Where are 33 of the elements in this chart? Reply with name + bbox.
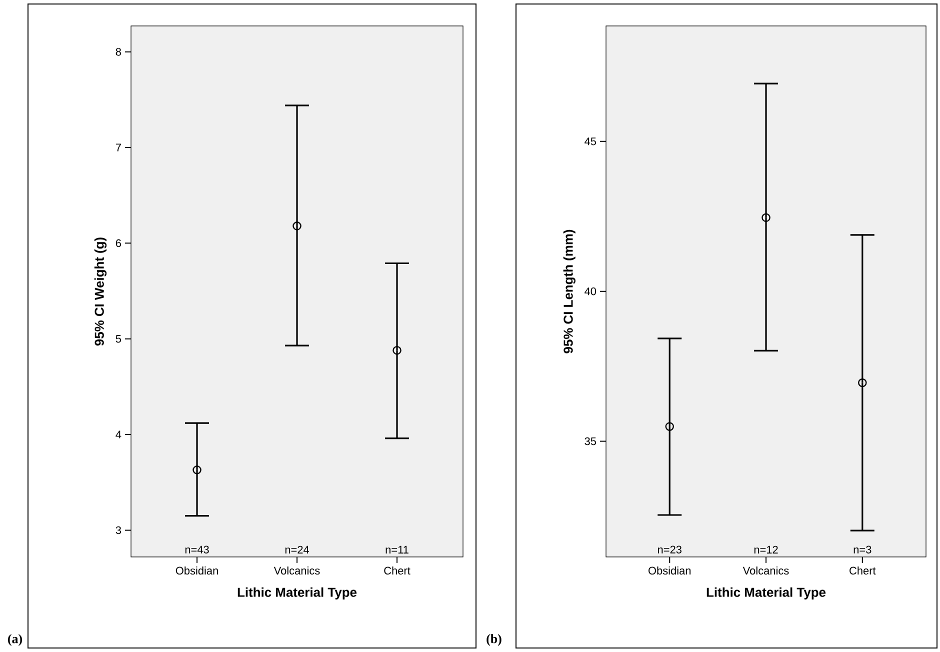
- annotation: n=3: [854, 546, 872, 554]
- annotation: n=23: [658, 546, 682, 554]
- y-tick-label: 7: [116, 144, 121, 152]
- point: [665, 422, 674, 431]
- x-tick-label: Volcanics: [274, 566, 320, 575]
- y-tick-label: 5: [116, 335, 122, 343]
- y-axis-title: 95% CI Length (mm): [563, 230, 576, 354]
- y-tick-label: 3: [116, 526, 121, 534]
- y-tick-label: 40: [584, 287, 596, 296]
- x-tick-label: Chert: [850, 566, 876, 575]
- x-axis-title: Lithic Material Type: [706, 587, 826, 600]
- annotation: n=43: [185, 546, 209, 554]
- y-tick-label: 6: [116, 239, 121, 248]
- text: (a): [8, 634, 22, 646]
- point: [762, 213, 770, 222]
- point: [192, 466, 202, 474]
- point: [392, 346, 402, 355]
- annotation: n=12: [754, 546, 778, 554]
- x-tick-label: Obsidian: [176, 566, 218, 575]
- point: [292, 222, 302, 230]
- x-axis-title: Lithic Material Type: [238, 587, 357, 600]
- y-tick-label: 8: [116, 48, 121, 56]
- x-tick-label: Obsidian: [648, 566, 691, 575]
- x-tick-label: Chert: [384, 566, 410, 575]
- annotation: n=24: [285, 546, 310, 554]
- y-tick-label: 4: [116, 430, 122, 438]
- x-tick-label: Volcanics: [742, 566, 789, 575]
- y-axis-title: 95% CI Weight (g): [94, 238, 107, 346]
- text: (b): [486, 634, 502, 646]
- point: [858, 378, 867, 388]
- annotation: n=11: [386, 546, 408, 554]
- y-tick-label: 35: [584, 437, 596, 446]
- y-tick-label: 45: [584, 138, 596, 146]
